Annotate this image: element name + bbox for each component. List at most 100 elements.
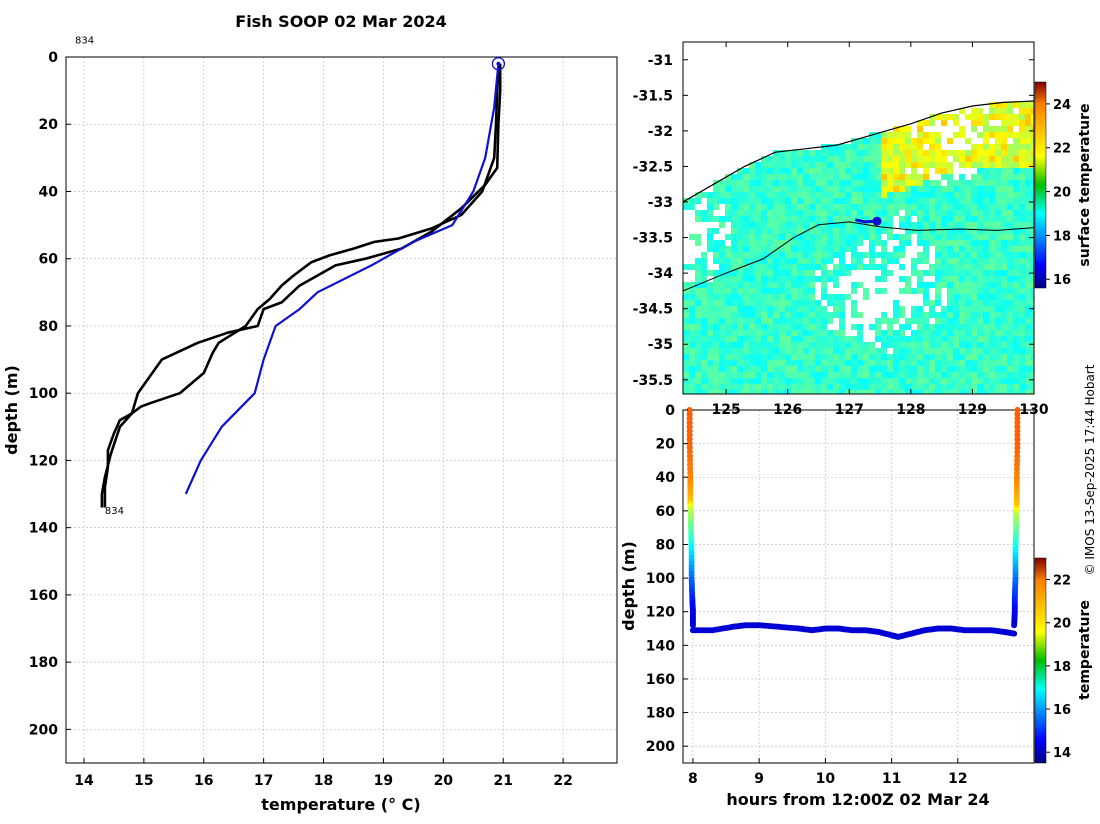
sst-cell [1025,342,1031,348]
sst-cell [953,372,959,378]
sst-cell [761,372,767,378]
sst-cell [773,306,779,312]
temperature-colorbar-tick-label: 20 [1053,617,1071,632]
sst-cell [833,198,839,204]
timeseries-point-descent [686,453,693,460]
sst-cell [779,210,785,216]
sst-cell [719,270,725,276]
sst-cell [833,282,839,288]
sst-cell [863,252,869,258]
sst-cell [815,186,821,192]
sst-cell [743,312,749,318]
sst-cell [845,246,851,252]
sst-cell [713,306,719,312]
sst-cell [857,234,863,240]
sst-cell [863,198,869,204]
sst-cell [1025,210,1031,216]
sst-cell [791,366,797,372]
sst-cell [833,180,839,186]
timeseries-point-descent [686,436,693,443]
sst-cell [857,168,863,174]
sst-cell [953,312,959,318]
sst-cell [899,138,905,144]
sst-cell [1025,120,1031,126]
sst-cell [1019,354,1025,360]
sst-cell [737,360,743,366]
sst-cell [989,312,995,318]
sst-cell [911,162,917,168]
sst-cell [1019,288,1025,294]
sst-cell [965,360,971,366]
sst-cell [1013,132,1019,138]
sst-cell [827,366,833,372]
sst-cell [1025,282,1031,288]
sst-cell [839,180,845,186]
sst-cell [941,240,947,246]
timeseries-y-tick-label: 100 [646,571,675,587]
sst-cell [809,294,815,300]
sst-cell [911,258,917,264]
sst-cell [971,222,977,228]
timeseries-point-descent [687,470,694,476]
sst-cell [995,252,1001,258]
sst-cell [869,366,875,372]
sst-cell [947,180,953,186]
sst-cell [995,336,1001,342]
sst-cell [701,300,707,306]
sst-cell [791,174,797,180]
sst-cell [959,318,965,324]
sst-cell [965,150,971,156]
sst-cell [851,156,857,162]
sst-cell [743,342,749,348]
sst-cell [971,216,977,222]
sst-cell [911,186,917,192]
sst-cell [725,384,731,390]
sst-cell [935,270,941,276]
sst-cell [965,204,971,210]
sst-cell [887,360,893,366]
sst-cell [959,312,965,318]
sst-cell [785,330,791,336]
sst-cell [761,162,767,168]
sst-cell [1031,348,1034,354]
sst-cell [965,156,971,162]
sst-cell [995,246,1001,252]
sst-cell [785,198,791,204]
sst-cell [971,324,977,330]
sst-cell [845,336,851,342]
sst-cell [1019,246,1025,252]
sst-cell [905,342,911,348]
sst-cell [935,258,941,264]
sst-cell [815,240,821,246]
sst-cell [881,156,887,162]
sst-cell [707,288,713,294]
sst-cell [1031,102,1034,108]
sst-cell [839,360,845,366]
sst-cell [965,186,971,192]
sst-cell [941,390,947,394]
sst-cell [875,348,881,354]
sst-cell [695,270,701,276]
sst-cell [791,216,797,222]
sst-cell [737,336,743,342]
sst-cell [881,288,887,294]
sst-cell [947,150,953,156]
timeseries-point-ascent [1014,432,1021,439]
sst-cell [959,360,965,366]
sst-cell [893,132,899,138]
sst-cell [905,324,911,330]
sst-cell [809,204,815,210]
sst-cell [869,342,875,348]
sst-cell [1001,132,1007,138]
sst-cell [737,228,743,234]
sst-cell [695,240,701,246]
sst-cell [791,294,797,300]
timeseries-y-tick-label: 0 [665,403,675,419]
sst-cell [713,240,719,246]
sst-cell [1001,360,1007,366]
sst-cell [797,264,803,270]
sst-cell [1007,312,1013,318]
sst-cell [917,348,923,354]
sst-cell [707,342,713,348]
sst-cell [767,348,773,354]
